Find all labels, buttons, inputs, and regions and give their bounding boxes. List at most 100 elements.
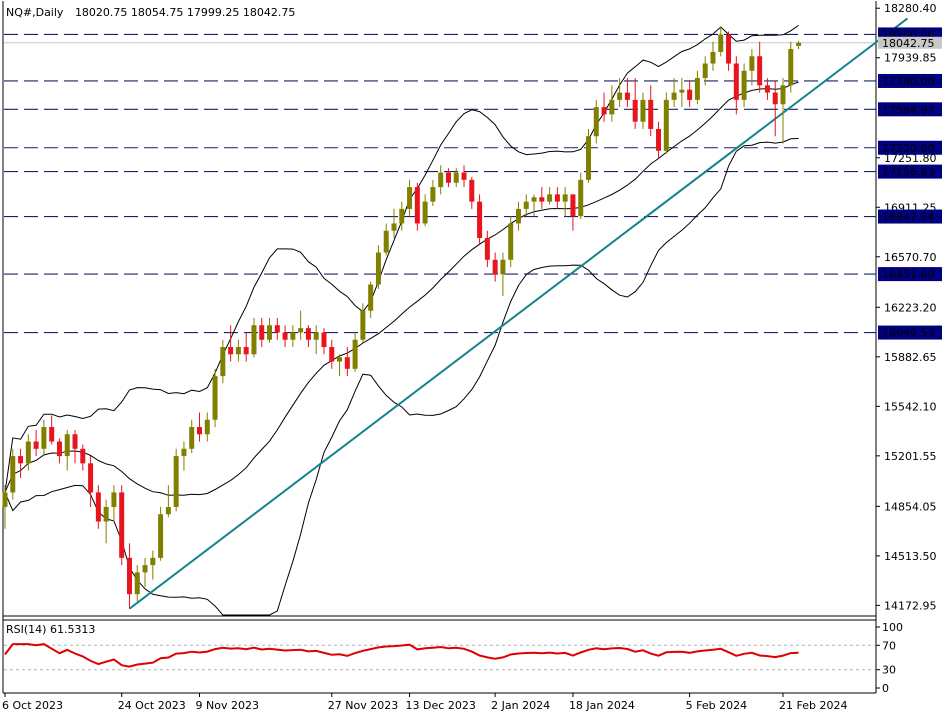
candle-body bbox=[56, 441, 62, 457]
level-price-tag bbox=[878, 325, 942, 340]
candle-body bbox=[344, 357, 350, 369]
date-tick-label: 27 Nov 2023 bbox=[328, 699, 398, 712]
candle-body bbox=[648, 99, 654, 129]
rsi-tick-label: 100 bbox=[882, 621, 903, 634]
candle-body bbox=[72, 434, 78, 449]
level-price-tag bbox=[878, 209, 942, 224]
candle-body bbox=[764, 85, 770, 93]
candle-body bbox=[609, 99, 615, 115]
candle-body bbox=[119, 492, 125, 558]
candle-body bbox=[656, 128, 662, 151]
level-price-label: 17584.97 bbox=[882, 103, 935, 116]
candle-body bbox=[453, 172, 459, 183]
candle-body bbox=[547, 194, 553, 202]
candle-body bbox=[64, 434, 70, 457]
price-tick-label: 17251.80 bbox=[884, 152, 937, 165]
date-tick-label: 18 Jan 2024 bbox=[569, 699, 635, 712]
candle-body bbox=[251, 325, 257, 355]
candle-body bbox=[33, 441, 39, 449]
candle-body bbox=[134, 572, 140, 595]
candle-body bbox=[741, 70, 747, 100]
candle-body bbox=[663, 99, 669, 151]
candle-body bbox=[305, 328, 311, 340]
candle-body bbox=[796, 42, 802, 46]
candle-body bbox=[142, 565, 148, 573]
candle-body bbox=[438, 172, 444, 188]
candle-body bbox=[570, 194, 576, 217]
rsi-tick-label: 70 bbox=[882, 639, 896, 652]
ohlc-values: 18020.75 18054.75 17999.25 18042.75 bbox=[75, 6, 295, 19]
candle-body bbox=[41, 426, 47, 449]
price-tick-label: 15201.55 bbox=[884, 450, 937, 463]
candle-body bbox=[586, 136, 591, 180]
level-price-label: 17156.63 bbox=[882, 166, 935, 179]
candle-body bbox=[710, 51, 716, 64]
candle-body bbox=[111, 492, 117, 507]
date-tick-label: 21 Feb 2024 bbox=[779, 699, 847, 712]
price-tick-label: 16223.20 bbox=[884, 301, 937, 314]
candle-body bbox=[25, 441, 31, 464]
current-price-label: 18042.75 bbox=[882, 37, 935, 50]
candle-body bbox=[624, 92, 630, 100]
candle-body bbox=[515, 208, 521, 224]
candle-body bbox=[469, 179, 475, 202]
candle-body bbox=[126, 557, 132, 595]
price-tick-label: 14854.05 bbox=[884, 500, 937, 513]
price-tick-label: 14513.50 bbox=[884, 550, 937, 563]
price-tick-label: 14172.95 bbox=[884, 599, 937, 612]
candle-body bbox=[150, 557, 156, 566]
candle-body bbox=[702, 63, 708, 79]
candle-body bbox=[173, 456, 179, 507]
candle-body bbox=[204, 419, 210, 435]
candle-body bbox=[49, 426, 55, 442]
candle-body bbox=[329, 347, 335, 362]
candle-body bbox=[617, 92, 623, 100]
candle-body bbox=[181, 448, 187, 457]
symbol-label: NQ#,Daily bbox=[6, 6, 64, 19]
candle-body bbox=[640, 99, 646, 122]
candle-body bbox=[679, 89, 685, 93]
candle-body bbox=[718, 34, 724, 52]
candle-body bbox=[235, 347, 241, 355]
candle-body bbox=[726, 34, 732, 64]
date-tick-label: 9 Nov 2023 bbox=[196, 699, 259, 712]
candle-body bbox=[88, 463, 94, 493]
candle-body bbox=[243, 347, 249, 355]
candle-body bbox=[788, 48, 794, 86]
candle-body bbox=[189, 426, 195, 449]
candle-body bbox=[375, 252, 381, 285]
rsi-line bbox=[4, 643, 799, 668]
candle-body bbox=[414, 187, 420, 224]
level-price-tag bbox=[878, 102, 942, 117]
rsi-label: RSI(14) 61.5313 bbox=[6, 623, 95, 636]
candle-body bbox=[671, 92, 677, 100]
candle-body bbox=[298, 328, 304, 333]
price-tick-label: 16570.70 bbox=[884, 251, 937, 264]
candle-body bbox=[95, 492, 101, 522]
candle-body bbox=[780, 85, 786, 105]
candle-body bbox=[259, 325, 265, 340]
price-tick-label: 17939.85 bbox=[884, 52, 937, 65]
level-price-label: 16847.54 bbox=[882, 211, 935, 224]
rsi-tick-label: 30 bbox=[882, 664, 896, 677]
candle-body bbox=[508, 223, 514, 260]
level-price-tag bbox=[878, 140, 942, 155]
candle-body bbox=[267, 325, 273, 340]
date-tick-label: 6 Oct 2023 bbox=[2, 699, 63, 712]
candle-body bbox=[523, 201, 529, 209]
candle-body bbox=[337, 357, 343, 362]
candle-body bbox=[477, 201, 483, 238]
price-tick-label: 15542.10 bbox=[884, 400, 937, 413]
candle-body bbox=[601, 107, 607, 115]
candle-body bbox=[228, 347, 234, 355]
date-tick-label: 13 Dec 2023 bbox=[406, 699, 476, 712]
level-price-tag bbox=[878, 73, 942, 88]
level-price-tag bbox=[878, 267, 942, 282]
candle-body bbox=[461, 172, 467, 180]
candle-body bbox=[103, 506, 109, 522]
date-tick-label: 5 Feb 2024 bbox=[686, 699, 747, 712]
level-price-label: 16049.53 bbox=[882, 327, 935, 340]
